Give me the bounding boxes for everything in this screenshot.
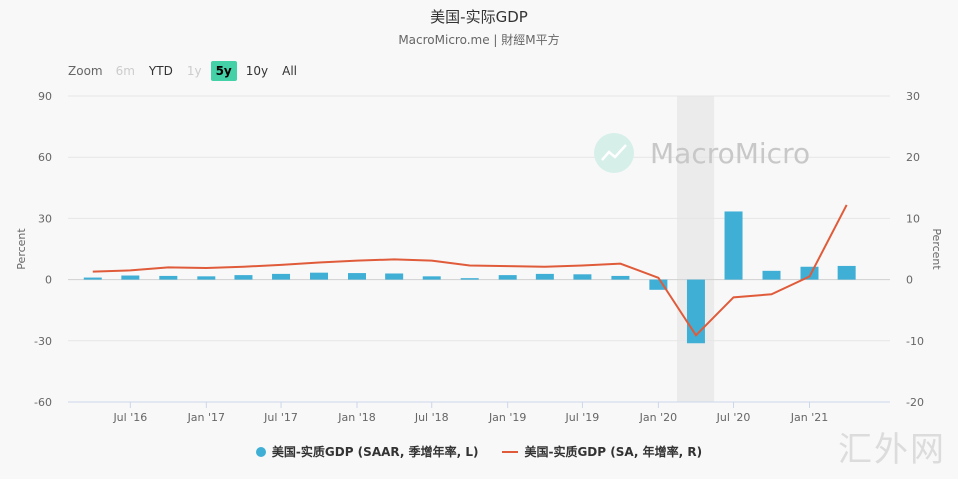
- watermark-logo-icon: [594, 133, 634, 173]
- legend: 美国-实质GDP (SAAR, 季增年率, L) 美国-实质GDP (SA, 年…: [0, 443, 958, 460]
- zoom-ytd-button[interactable]: YTD: [148, 64, 173, 78]
- x-tick-label: Jan '17: [187, 411, 225, 424]
- bar: [837, 265, 856, 280]
- zoom-selector: Zoom 6m YTD 1y 5y 10y All: [68, 60, 306, 82]
- left-tick-label: -60: [34, 396, 52, 409]
- bar: [498, 275, 517, 280]
- shaded-period-band: [676, 96, 715, 402]
- right-tick-label: -10: [906, 335, 924, 348]
- left-axis: -60 -30 0 30 60 90: [34, 90, 52, 409]
- bar: [460, 278, 479, 280]
- zoom-1y-button[interactable]: 1y: [186, 64, 202, 78]
- bar: [310, 272, 329, 280]
- legend-line-label: 美国-实质GDP (SA, 年增率, R): [524, 445, 703, 459]
- bar: [762, 270, 781, 280]
- bar: [800, 266, 819, 280]
- right-axis: -20 -10 0 10 20 30: [906, 90, 924, 409]
- bar: [197, 276, 216, 280]
- chart-subtitle: MacroMicro.me | 財經M平方: [398, 33, 560, 47]
- left-tick-label: 90: [38, 90, 52, 103]
- right-tick-label: 10: [906, 212, 920, 225]
- zoom-label: Zoom: [68, 64, 103, 78]
- bar: [272, 273, 291, 280]
- x-tick-label: Jul '17: [263, 411, 298, 424]
- chart-title: 美国-实际GDP: [430, 8, 528, 26]
- x-tick-label: Jan '21: [790, 411, 828, 424]
- x-tick-label: Jul '16: [112, 411, 147, 424]
- zoom-all-button[interactable]: All: [282, 64, 298, 78]
- bar-series: [83, 211, 856, 344]
- bar: [121, 275, 140, 280]
- bar: [611, 275, 630, 280]
- legend-item-bar[interactable]: 美国-实质GDP (SAAR, 季增年率, L): [255, 443, 479, 460]
- legend-line-marker: [502, 450, 519, 453]
- bar: [159, 275, 178, 280]
- x-tick-label: Jan '19: [488, 411, 526, 424]
- site-watermark: 汇外网: [838, 430, 946, 470]
- right-tick-label: -20: [906, 396, 924, 409]
- left-tick-label: 0: [45, 274, 52, 287]
- macromicro-watermark: MacroMicro: [594, 133, 810, 173]
- x-tick-label: Jan '18: [337, 411, 375, 424]
- line-series: [92, 204, 848, 337]
- bar: [422, 276, 441, 280]
- zoom-10y-button[interactable]: 10y: [245, 64, 269, 78]
- bar: [234, 275, 253, 280]
- x-tick-label: Jan '20: [639, 411, 677, 424]
- watermark-brand: MacroMicro: [650, 137, 810, 170]
- bar: [83, 277, 102, 280]
- bar: [535, 273, 554, 280]
- bar: [573, 274, 592, 280]
- x-tick-label: Jul '20: [716, 411, 751, 424]
- x-tick-label: Jul '18: [414, 411, 449, 424]
- right-tick-label: 0: [906, 274, 913, 287]
- x-tick-label: Jul '19: [565, 411, 600, 424]
- left-tick-label: -30: [34, 335, 52, 348]
- watermark-logo-line: [601, 144, 627, 161]
- legend-bar-marker: [255, 446, 266, 457]
- left-axis-title: Percent: [15, 228, 28, 270]
- left-tick-label: 30: [38, 212, 52, 225]
- right-tick-label: 30: [906, 90, 920, 103]
- legend-bar-label: 美国-实质GDP (SAAR, 季增年率, L): [271, 445, 479, 459]
- bar: [724, 211, 743, 280]
- left-tick-label: 60: [38, 151, 52, 164]
- zoom-5y-button[interactable]: 5y: [210, 61, 237, 81]
- bar: [348, 273, 367, 280]
- bar: [649, 279, 668, 290]
- chart-plot: MacroMicro -60 -30 0 30 60 90 -20 -10 0 10 20 30 J…: [15, 90, 943, 424]
- zoom-6m-button[interactable]: 6m: [115, 64, 135, 78]
- x-axis: Jul '16 Jan '17 Jul '17 Jan '18 Jul '18 Jan '…: [68, 401, 890, 424]
- legend-item-line[interactable]: 美国-实质GDP (SA, 年增率, R): [502, 443, 702, 460]
- right-axis-title: Percent: [930, 228, 943, 270]
- bar: [385, 273, 404, 280]
- right-tick-label: 20: [906, 151, 920, 164]
